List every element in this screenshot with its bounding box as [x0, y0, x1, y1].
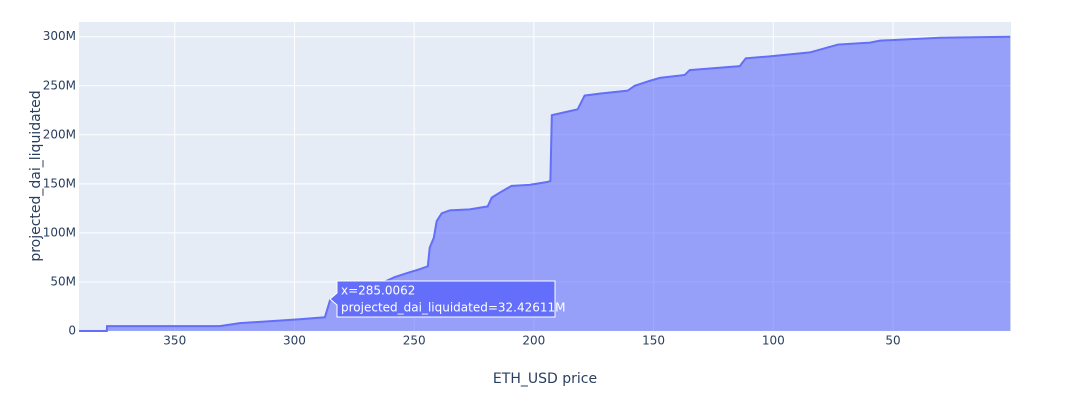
y-tick-label: 50M: [50, 274, 76, 288]
y-tick-label: 150M: [43, 176, 76, 190]
y-tick-label: 250M: [43, 78, 76, 92]
x-tick-label: 50: [885, 334, 900, 348]
x-tick-label: 200: [522, 334, 545, 348]
area-fill: [79, 36, 1011, 331]
x-tick-label: 250: [403, 334, 426, 348]
hover-label: x=285.0062 projected_dai_liquidated=32.4…: [329, 280, 566, 318]
x-tick-label: 350: [163, 334, 186, 348]
ticks: 350 300 250 200 150 100 50 0 50M 100M 150M 200M 250M…: [43, 29, 901, 347]
x-axis-title: ETH_USD price: [493, 371, 597, 387]
x-tick-label: 300: [283, 334, 306, 348]
x-tick-label: 150: [642, 334, 665, 348]
y-tick-label: 300M: [43, 29, 76, 43]
hover-x-text: x=285.0062: [341, 284, 415, 298]
y-tick-label: 100M: [43, 225, 76, 239]
hover-y-text: projected_dai_liquidated=32.42611M: [341, 301, 566, 315]
y-tick-label: 0: [68, 324, 76, 338]
y-axis-title: projected_dai_liquidated: [28, 90, 44, 261]
y-tick-label: 200M: [43, 127, 76, 141]
hover-box: [329, 280, 556, 318]
x-tick-label: 100: [762, 334, 785, 348]
